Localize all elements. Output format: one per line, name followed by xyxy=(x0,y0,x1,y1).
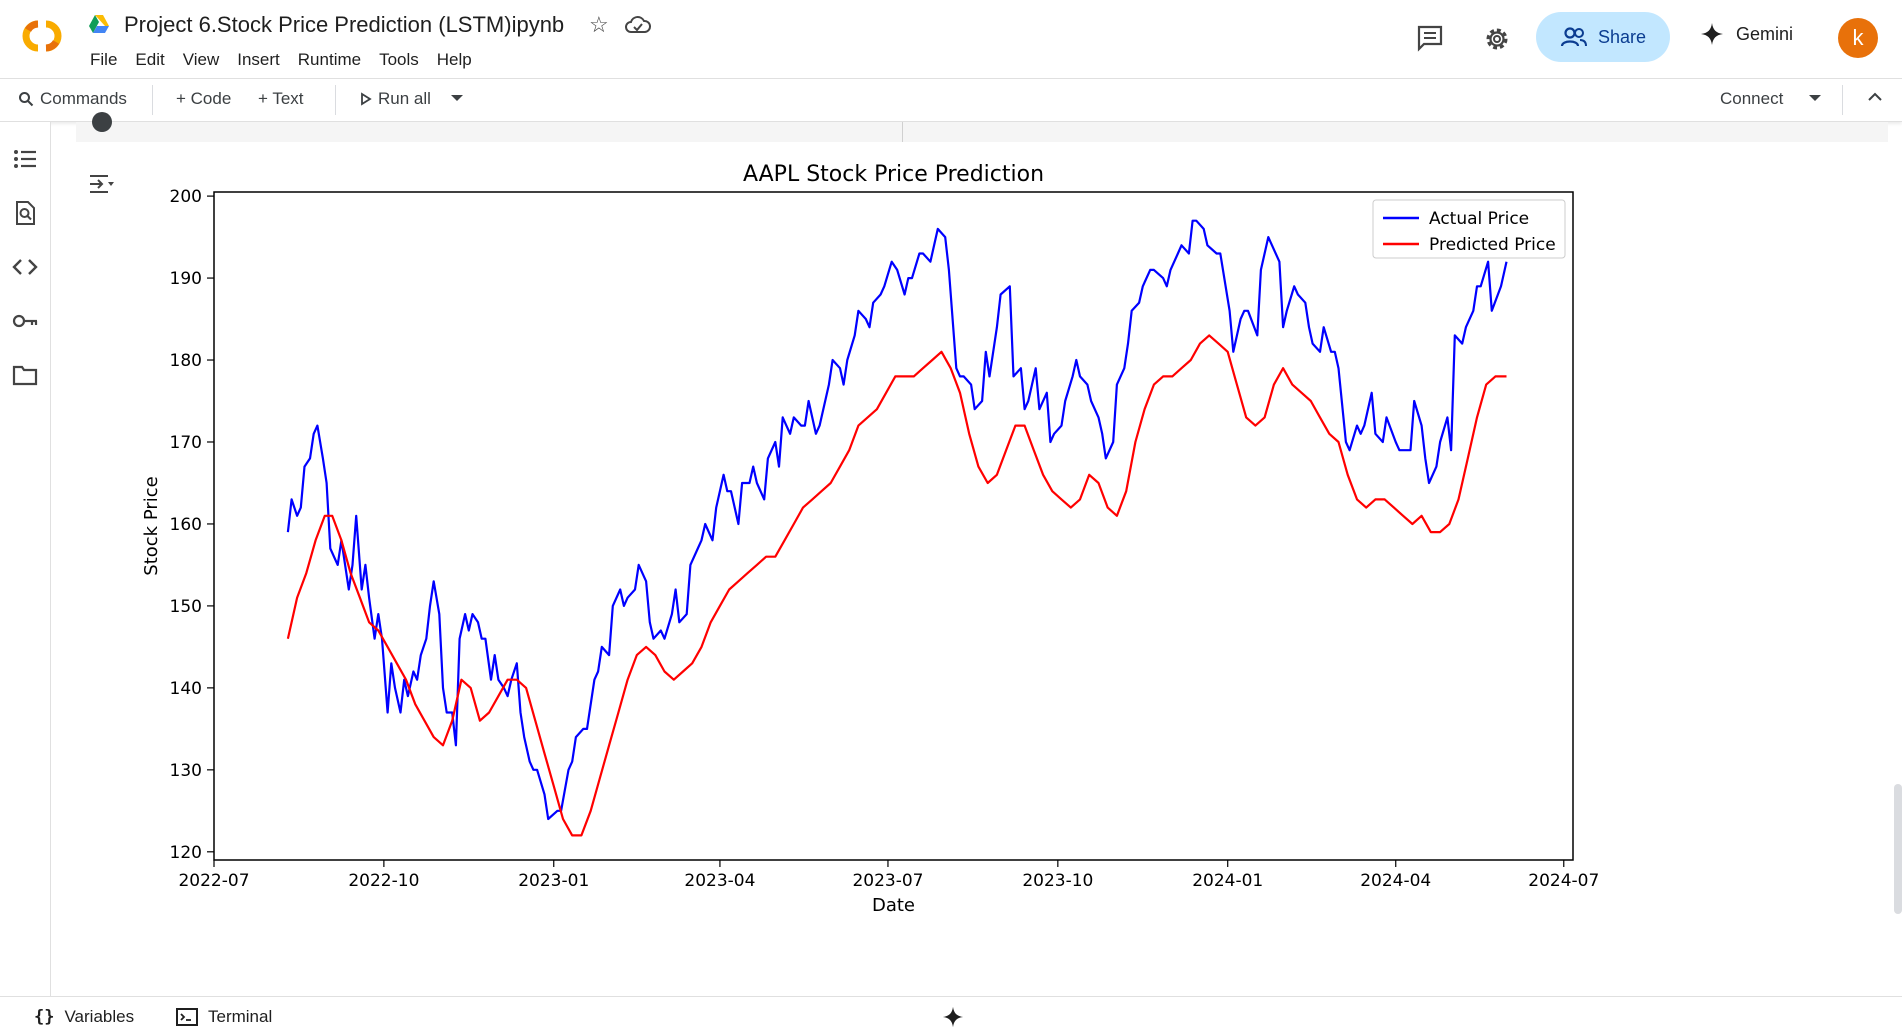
menu-edit[interactable]: Edit xyxy=(135,50,165,69)
toolbar-divider xyxy=(335,85,336,115)
x-tick-label: 2024-04 xyxy=(1360,871,1431,891)
menu-runtime[interactable]: Runtime xyxy=(297,50,362,69)
scrollbar-thumb[interactable] xyxy=(1894,784,1902,914)
code-cell-tail[interactable] xyxy=(76,122,1888,142)
menu-view[interactable]: View xyxy=(182,50,220,69)
secrets-key-icon[interactable] xyxy=(12,308,38,334)
y-axis-label: Stock Price xyxy=(141,476,162,575)
table-of-contents-icon[interactable] xyxy=(12,146,38,172)
bottom-bar: {} Variables Terminal xyxy=(0,996,1902,1033)
predicted-price-line xyxy=(286,334,1507,837)
gemini-button[interactable]: Gemini xyxy=(1700,22,1793,46)
terminal-icon xyxy=(176,1008,198,1026)
menu-tools[interactable]: Tools xyxy=(379,50,419,69)
toolbar-divider xyxy=(1842,85,1843,115)
x-tick-label: 2023-10 xyxy=(1022,871,1093,891)
x-axis-label: Date xyxy=(872,895,915,916)
notebook-toolbar: Commands + Code + Text Run all Connect xyxy=(0,79,1902,122)
connect-options-chevron-down-icon[interactable] xyxy=(1808,87,1822,107)
toolbar-divider xyxy=(152,85,153,115)
x-tick-label: 2023-07 xyxy=(852,871,923,891)
legend-label: Actual Price xyxy=(1429,209,1529,229)
plot-frame xyxy=(213,191,1574,861)
y-tick-label: 180 xyxy=(170,351,202,371)
variables-label: Variables xyxy=(64,1007,135,1026)
x-tick-label: 2022-07 xyxy=(178,871,249,891)
gemini-sparkle-icon xyxy=(1701,23,1723,45)
y-tick-label: 140 xyxy=(170,679,202,699)
colab-logo[interactable] xyxy=(14,16,70,56)
legend-box xyxy=(1372,199,1566,259)
header-bar: Project 6.Stock Price Prediction (LSTM)i… xyxy=(0,0,1902,79)
y-tick-label: 170 xyxy=(170,433,202,453)
legend-label: Predicted Price xyxy=(1429,235,1556,255)
files-folder-icon[interactable] xyxy=(12,362,38,388)
run-all-button[interactable]: Run all xyxy=(360,89,431,109)
y-tick-label: 200 xyxy=(170,187,202,207)
y-tick-label: 130 xyxy=(170,761,202,781)
connect-button[interactable]: Connect xyxy=(1720,89,1784,108)
run-cell-button[interactable] xyxy=(92,112,112,132)
stock-price-chart: AAPL Stock Price Prediction 120 130 140 150 1… xyxy=(141,162,1599,916)
cloud-saved-icon[interactable] xyxy=(624,14,652,36)
gemini-sparkle-icon[interactable] xyxy=(942,1006,964,1028)
menu-insert[interactable]: Insert xyxy=(237,50,280,69)
output-actions-icon[interactable] xyxy=(88,172,116,196)
code-snippets-icon[interactable] xyxy=(12,254,38,280)
menu-file[interactable]: File xyxy=(90,50,118,69)
menu-help[interactable]: Help xyxy=(436,50,472,69)
avatar[interactable]: k xyxy=(1838,18,1878,58)
share-label: Share xyxy=(1597,26,1647,47)
x-tick-label: 2023-01 xyxy=(518,871,589,891)
run-options-chevron-down-icon[interactable] xyxy=(450,87,464,107)
share-button[interactable]: Share xyxy=(1536,12,1670,62)
search-icon xyxy=(19,92,34,107)
x-tick-label: 2024-07 xyxy=(1528,871,1599,891)
google-drive-icon[interactable] xyxy=(88,14,110,34)
x-tick-label: 2024-01 xyxy=(1192,871,1263,891)
actual-price-line xyxy=(286,219,1508,821)
commands-button[interactable]: Commands xyxy=(18,89,127,109)
y-tick-label: 160 xyxy=(170,515,202,535)
add-code-button[interactable]: + Code xyxy=(176,89,232,108)
people-icon xyxy=(1560,27,1587,47)
chart-title: AAPL Stock Price Prediction xyxy=(743,162,1044,187)
cell-divider xyxy=(902,122,903,142)
y-tick-label: 150 xyxy=(170,597,202,617)
add-text-button[interactable]: + Text xyxy=(258,89,304,108)
run-all-label: Run all xyxy=(378,89,431,108)
gemini-label: Gemini xyxy=(1736,23,1794,44)
terminal-button[interactable]: Terminal xyxy=(176,1007,272,1027)
x-tick-label: 2022-10 xyxy=(348,871,419,891)
collapse-chevron-up-icon[interactable] xyxy=(1866,87,1884,107)
menu-bar: File Edit View Insert Runtime Tools Help xyxy=(90,50,490,70)
terminal-label: Terminal xyxy=(208,1007,273,1026)
x-tick-label: 2023-04 xyxy=(684,871,755,891)
gear-icon[interactable] xyxy=(1482,24,1512,54)
play-icon xyxy=(361,92,372,106)
left-sidebar xyxy=(0,122,51,996)
variables-icon: {} xyxy=(34,1007,55,1027)
star-icon[interactable]: ☆ xyxy=(589,12,609,37)
variables-button[interactable]: {} Variables xyxy=(34,1007,134,1027)
notebook-title[interactable]: Project 6.Stock Price Prediction (LSTM)i… xyxy=(124,12,565,37)
comment-icon[interactable] xyxy=(1416,24,1444,52)
y-tick-label: 120 xyxy=(170,843,202,863)
commands-label: Commands xyxy=(40,89,127,108)
find-icon[interactable] xyxy=(12,200,38,226)
y-tick-label: 190 xyxy=(170,269,202,289)
